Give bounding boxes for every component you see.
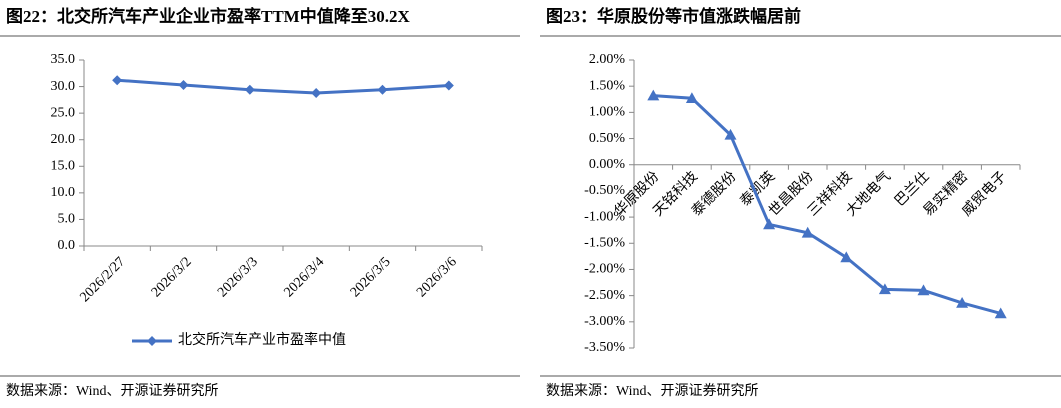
y-tick-label: 1.50% — [589, 78, 626, 93]
x-tick-label: 2026/3/6 — [414, 254, 460, 300]
y-tick-label: -2.50% — [584, 288, 625, 303]
marker — [178, 79, 189, 90]
marker — [244, 84, 255, 95]
legend-label: 北交所汽车产业市盈率中值 — [178, 331, 346, 348]
source-note: 数据来源：Wind、开源证券研究所 — [546, 383, 759, 399]
marker — [147, 336, 157, 346]
y-tick-label: 10.0 — [51, 185, 76, 200]
marker — [443, 80, 454, 91]
marker — [763, 218, 776, 230]
y-tick-label: -1.50% — [584, 235, 625, 250]
x-tick-label: 2026/3/3 — [215, 254, 261, 300]
x-tick-label: 2026/3/2 — [149, 254, 195, 300]
y-tick-label: 25.0 — [51, 105, 76, 120]
y-tick-label: -0.50% — [584, 183, 625, 198]
y-tick-label: -2.00% — [584, 262, 625, 277]
y-tick-label: 5.0 — [58, 212, 76, 227]
marker — [801, 226, 814, 238]
y-tick-label: -3.00% — [584, 314, 625, 329]
y-tick-label: 1.00% — [589, 105, 626, 120]
y-tick-label: 20.0 — [51, 132, 76, 147]
source-note: 数据来源：Wind、开源证券研究所 — [6, 383, 219, 399]
marker — [724, 128, 737, 140]
marker — [112, 75, 123, 86]
marker — [647, 89, 660, 101]
y-tick-label: 15.0 — [51, 159, 76, 174]
y-tick-label: -1.00% — [584, 209, 625, 224]
y-tick-label: 0.00% — [589, 157, 626, 172]
x-tick-label: 2026/3/5 — [348, 254, 394, 300]
chart-title: 图23：华原股份等市值涨跌幅居前 — [546, 6, 801, 26]
y-tick-label: 2.00% — [589, 52, 626, 67]
marker — [311, 87, 322, 98]
y-tick-label: 30.0 — [51, 79, 76, 94]
x-tick-label: 2026/2/27 — [78, 254, 129, 305]
y-tick-label: 0.0 — [58, 238, 76, 253]
marker — [878, 283, 891, 295]
marker — [377, 84, 388, 95]
y-tick-label: 35.0 — [51, 52, 76, 67]
marker — [685, 92, 698, 104]
series-line — [653, 94, 1002, 315]
marker — [994, 307, 1007, 319]
chart-title: 图22：北交所汽车产业企业市盈率TTM中值降至30.2X — [6, 6, 410, 26]
marker — [840, 251, 853, 263]
marker — [917, 284, 930, 296]
y-tick-label: -3.50% — [584, 340, 625, 355]
series-line — [117, 78, 449, 95]
y-tick-label: 0.50% — [589, 131, 626, 146]
x-tick-label: 2026/3/4 — [281, 254, 327, 300]
marker — [956, 296, 969, 308]
